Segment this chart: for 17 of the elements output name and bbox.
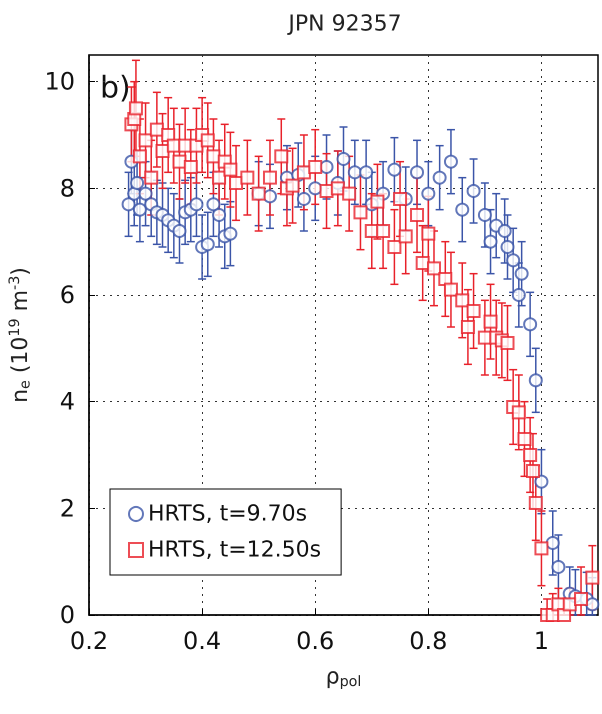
- y-tick-label: 0: [60, 601, 75, 629]
- chart-title: JPN 92357: [286, 12, 402, 36]
- y-tick-label: 6: [60, 281, 75, 309]
- y-tick-label: 2: [60, 494, 75, 522]
- x-axis-title: ρpol: [326, 664, 362, 690]
- legend-label: HRTS, t=12.50s: [148, 538, 322, 562]
- x-tick-label: 1: [534, 627, 550, 655]
- x-tick-label: 0.4: [183, 627, 222, 655]
- y-tick-label: 10: [44, 68, 75, 96]
- y-tick-label: 4: [60, 388, 75, 416]
- x-tick-label: 0.8: [409, 627, 448, 655]
- x-tick-label: 0.6: [296, 627, 334, 655]
- y-tick-label: 8: [60, 174, 75, 202]
- legend-label: HRTS, t=9.70s: [148, 502, 308, 526]
- x-tick-label: 0.2: [70, 627, 108, 655]
- y-axis-title: ne (1019 m-3): [7, 267, 34, 403]
- annotation: b): [100, 70, 131, 106]
